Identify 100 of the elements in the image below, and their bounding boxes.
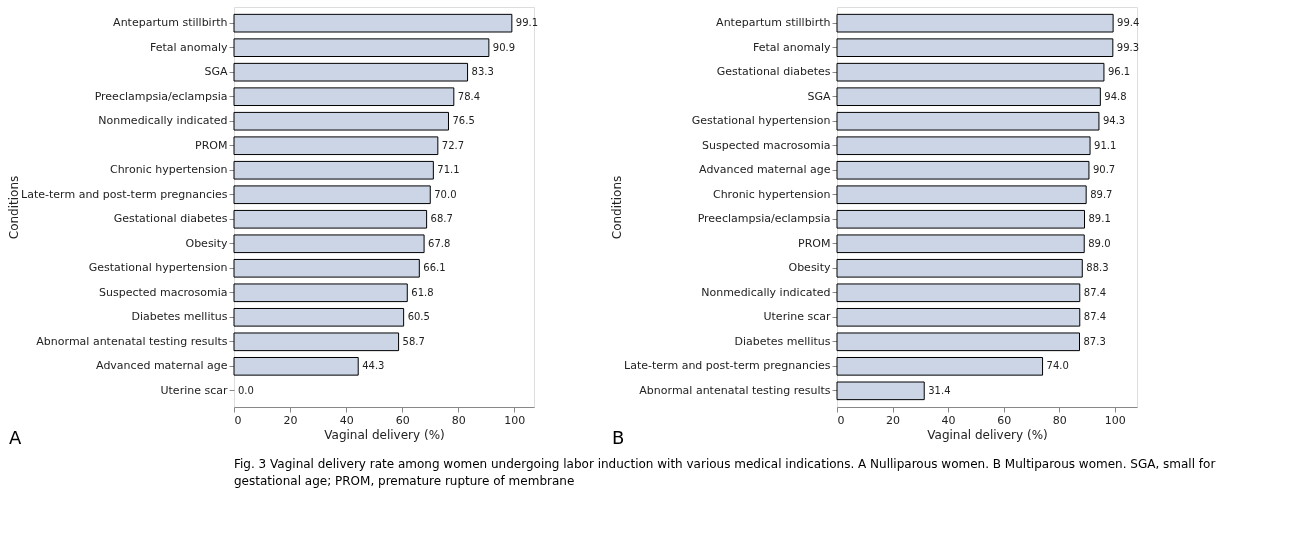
x-tick-label: 20 [886,413,901,427]
y-tick-label: Suspected macrosomia [701,138,831,152]
data-label: 99.3 [1116,41,1140,53]
data-label: 61.8 [411,286,434,298]
data-label: 76.5 [452,115,475,127]
text: B [612,427,625,448]
x-tick-label: 40 [339,413,354,427]
y-axis-title: Conditions [6,175,21,240]
y-tick-label: Advanced maternal age [699,163,831,177]
y-tick-label: Diabetes mellitus [131,310,228,324]
y-tick-label: Chronic hypertension [109,163,228,177]
data-label: 89.0 [1088,237,1111,249]
y-tick-label: SGA [807,89,831,103]
y-tick-label: Abnormal antenatal testing results [36,334,228,348]
data-label: 94.3 [1102,115,1126,127]
bar [836,38,1114,58]
bar [836,356,1044,376]
x-axis-title: Vaginal delivery (%) [927,427,1048,442]
y-tick-label: Gestational diabetes [716,65,831,79]
bar [836,307,1081,327]
bar [836,283,1081,303]
bar [233,307,405,327]
bar [836,209,1085,229]
bar [233,87,455,107]
bar [836,332,1080,352]
x-tick-label: 60 [395,413,410,427]
caption: Fig. 3 Vaginal delivery rate among women undergoing labor induction with various medical indications. A Nulliparous women. B Multiparous women. SGA, small for gestational age; PROM, premature rupture of membrane [234,457,1216,488]
bar [836,136,1091,156]
data-label: 68.7 [430,213,453,225]
data-label: 91.1 [1094,139,1117,151]
data-label: 89.7 [1090,188,1113,200]
bar [233,185,431,205]
bar [233,160,434,180]
data-label: 90.7 [1092,164,1116,176]
y-tick-label: Advanced maternal age [96,359,228,373]
data-label: 60.5 [407,311,430,323]
bar [233,258,420,278]
y-tick-label: Fetal anomaly [752,40,831,54]
data-label: 70.0 [434,188,457,200]
x-tick-label: 100 [504,413,526,427]
bar [233,209,428,229]
bar [836,13,1114,33]
bar [836,160,1090,180]
y-tick-label: Suspected macrosomia [98,285,228,299]
bar [233,13,513,33]
y-tick-label: Chronic hypertension [712,187,831,201]
y-tick-label: Gestational hypertension [691,114,831,128]
data-label: 99.4 [1117,17,1140,29]
bar [836,381,925,401]
data-label: 44.3 [362,360,385,372]
y-tick-label: Fetal anomaly [149,40,228,54]
bar [233,234,425,254]
x-tick-label: 0 [234,413,242,427]
data-label: 87.4 [1083,286,1107,298]
data-label: 78.4 [457,90,481,102]
data-label: 89.1 [1088,213,1111,225]
x-tick-label: 0 [837,413,845,427]
x-tick-label: 40 [941,413,956,427]
y-tick-label: Diabetes mellitus [734,334,831,348]
x-axis-title: Vaginal delivery (%) [324,427,445,442]
bar [233,38,490,58]
bar [836,87,1101,107]
data-label: 72.7 [441,139,465,151]
data-label: 31.4 [928,384,951,396]
bar [836,234,1085,254]
y-tick-label: Gestational hypertension [88,261,228,275]
bar [836,111,1100,131]
y-tick-label: PROM [798,236,831,250]
y-tick-label: Preeclampsia/eclampsia [697,212,831,226]
x-tick-label: 20 [283,413,298,427]
data-label: 71.1 [437,164,460,176]
data-label: 83.3 [471,66,494,78]
y-tick-label: Nonmedically indicated [701,285,831,299]
data-label: 99.1 [515,17,539,29]
text: A [9,427,22,448]
data-label: 66.1 [423,262,446,274]
x-tick-label: 80 [451,413,466,427]
y-tick-label: PROM [195,138,228,152]
data-label: 87.4 [1083,311,1107,323]
data-label: 96.1 [1107,66,1131,78]
y-tick-label: Antepartum stillbirth [716,16,831,30]
x-tick-label: 60 [997,413,1012,427]
bar [836,185,1087,205]
bar [233,283,408,303]
data-label: 74.0 [1046,360,1069,372]
y-tick-label: Uterine scar [763,310,831,324]
data-label: 0.0 [238,384,254,396]
y-axis-title: Conditions [609,175,624,240]
x-tick-label: 80 [1052,413,1067,427]
bar [233,136,439,156]
y-tick-label: Preeclampsia/eclampsia [94,89,228,103]
data-label: 87.3 [1083,335,1106,347]
bar [233,111,449,131]
data-label: 67.8 [428,237,451,249]
y-tick-label: Gestational diabetes [113,212,228,226]
y-tick-label: Nonmedically indicated [98,114,228,128]
bar [233,332,400,352]
bar [836,62,1105,82]
y-tick-label: Uterine scar [160,383,228,397]
data-label: 94.8 [1104,90,1127,102]
